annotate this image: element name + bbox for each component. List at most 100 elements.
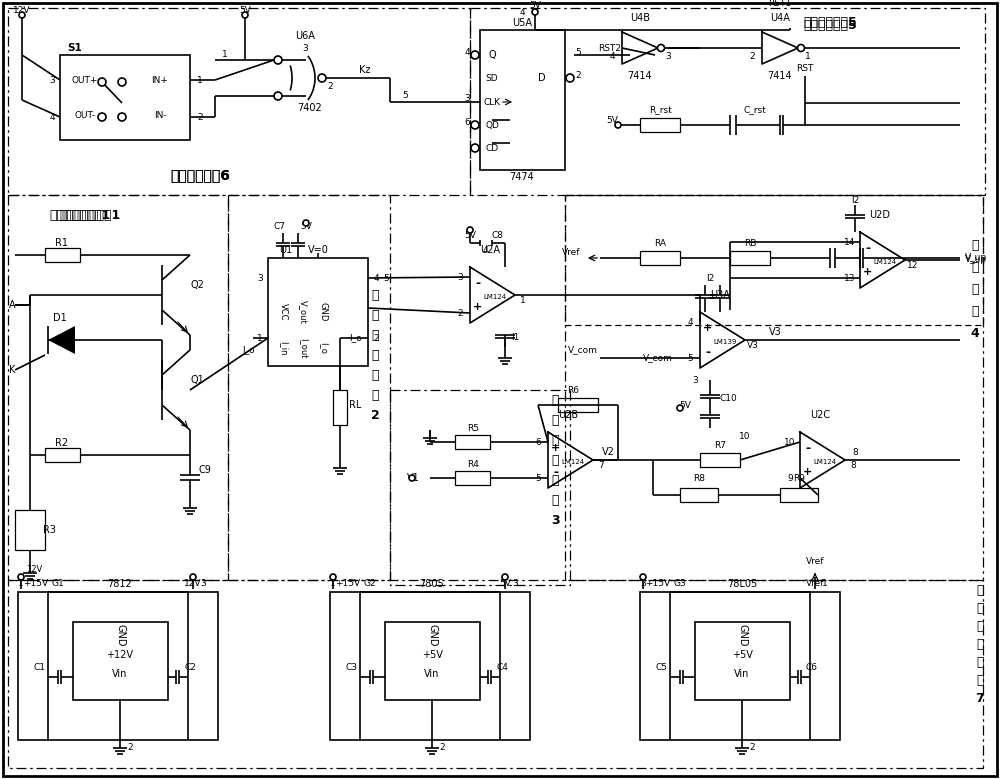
Text: 9: 9 [787,474,793,482]
Text: 电: 电 [976,583,984,597]
Text: 电: 电 [551,474,559,487]
Text: R_rst: R_rst [649,105,671,115]
Text: R3: R3 [44,525,56,535]
Text: R1: R1 [56,238,68,248]
Text: R2: R2 [55,438,69,448]
Text: R4: R4 [467,460,479,468]
Text: 12V: 12V [184,580,202,588]
Text: Vref: Vref [806,558,824,566]
Text: 理: 理 [551,453,559,467]
Text: GND: GND [427,624,437,647]
Text: G2: G2 [364,580,376,588]
Text: Kz: Kz [359,65,371,75]
Circle shape [471,121,479,129]
Text: C1: C1 [34,662,46,671]
Text: 5V: 5V [606,115,618,125]
Bar [8,8,470,195]
Text: 3: 3 [640,580,646,588]
Bar [700,453,740,467]
Text: U2D: U2D [870,210,891,220]
Text: +: + [863,267,873,277]
Bar [8,580,983,768]
Text: R9: R9 [793,474,805,482]
Bar [385,622,480,700]
Text: U2C: U2C [810,410,830,420]
Text: 基本恒流源电路1: 基本恒流源电路1 [59,209,121,221]
Text: D: D [538,73,546,83]
Text: LM124: LM124 [873,259,897,265]
Text: 比: 比 [971,238,979,252]
Text: I_out: I_out [298,338,308,358]
Text: -: - [475,277,481,290]
Text: LM124: LM124 [813,459,837,465]
Text: 电: 电 [976,655,984,668]
Text: 3: 3 [512,580,518,588]
Text: RL: RL [349,400,361,410]
Text: +: + [703,323,713,333]
Text: +15V: +15V [23,580,48,588]
Circle shape [98,113,106,121]
Text: R7: R7 [714,440,726,449]
Circle shape [471,144,479,152]
Text: 6: 6 [535,438,541,446]
Text: -: - [865,241,871,255]
Circle shape [566,74,574,82]
Text: 源: 源 [976,601,984,615]
Text: VCC: VCC [278,303,288,321]
Text: C8: C8 [492,231,504,239]
Circle shape [274,92,282,100]
Text: V3: V3 [747,340,759,350]
Text: 1: 1 [805,51,811,61]
Text: 7414: 7414 [768,71,792,81]
Bar [18,592,218,740]
Text: 4: 4 [482,245,488,255]
Text: SD: SD [486,73,498,83]
Text: +5V: +5V [422,650,442,660]
Text: RST1: RST1 [768,0,792,8]
Bar [73,622,168,700]
Bar [640,118,680,132]
Text: C5: C5 [656,662,668,671]
Text: Q: Q [488,50,496,60]
Text: V=0: V=0 [308,245,328,255]
Bar [565,195,983,580]
Bar [470,8,985,195]
Text: 5: 5 [402,90,408,100]
Text: RST2: RST2 [598,44,622,52]
Text: 12V: 12V [26,565,42,573]
Text: U4B: U4B [630,13,650,23]
Text: GND: GND [318,302,328,322]
Text: 4: 4 [464,48,470,57]
Text: I2: I2 [706,273,714,283]
Text: IN-: IN- [154,111,166,119]
Text: 电: 电 [971,283,979,295]
Text: CD: CD [485,143,499,153]
Text: 路: 路 [976,674,984,686]
Circle shape [190,574,196,580]
Text: I_o: I_o [349,333,361,343]
Text: CLK: CLK [483,97,501,107]
Text: 3: 3 [692,375,698,385]
Text: Vin: Vin [112,669,128,679]
Text: C2: C2 [184,662,196,671]
Text: Vin: Vin [734,669,750,679]
Text: C6: C6 [806,662,818,671]
Text: C_rst: C_rst [744,105,766,115]
Text: 5V: 5V [679,400,691,410]
Text: 2: 2 [575,71,581,79]
Text: 5V: 5V [239,5,251,15]
Text: 压: 压 [551,414,559,426]
Text: U5A: U5A [512,18,532,28]
Text: 1: 1 [330,580,336,588]
Text: 4: 4 [609,51,615,61]
Text: 信号保持电路5: 信号保持电路5 [803,19,857,31]
Text: 信号保持电路5: 信号保持电路5 [803,16,857,29]
Text: S1: S1 [68,43,82,53]
Text: C10: C10 [719,393,737,403]
Text: 1: 1 [520,295,526,305]
Text: C4: C4 [496,662,508,671]
Polygon shape [48,326,75,354]
Text: RB: RB [744,238,756,248]
Bar [333,390,347,425]
Text: 5: 5 [535,474,541,482]
